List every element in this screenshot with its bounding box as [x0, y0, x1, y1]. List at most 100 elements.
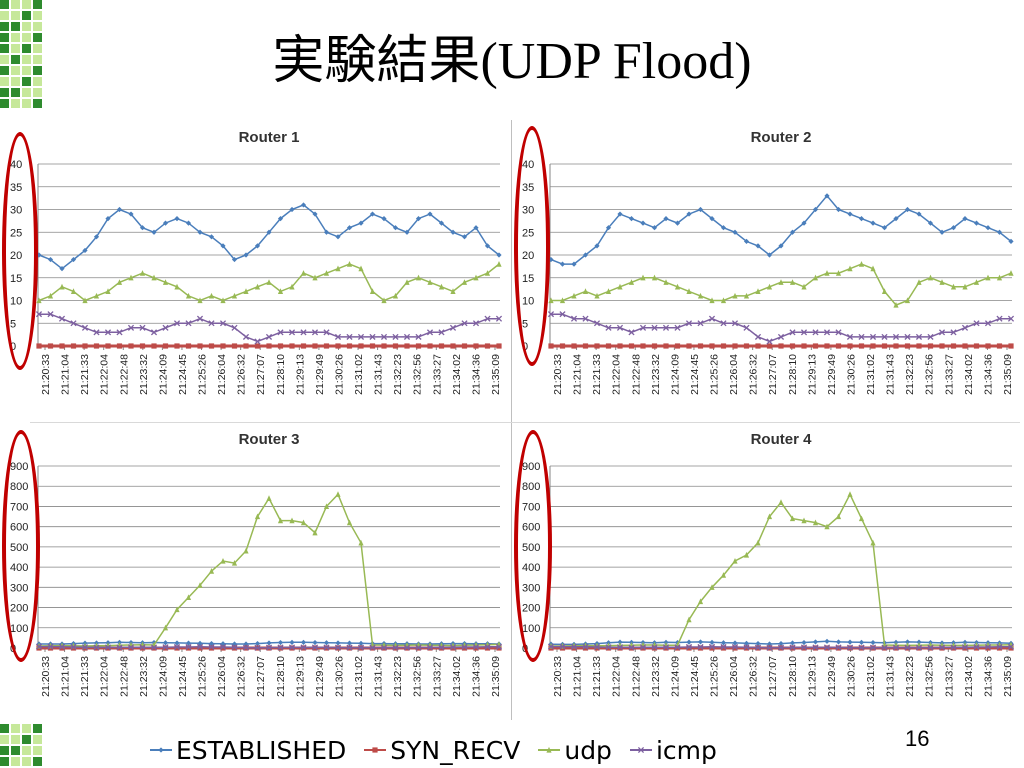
- data-point-udp: [473, 274, 479, 281]
- data-point-icmp: [185, 643, 192, 651]
- data-point-syn_recv: [801, 343, 807, 349]
- x-tick-label: 21:27:07: [767, 354, 779, 395]
- x-tick-label: 21:21:04: [572, 656, 584, 697]
- data-point-icmp: [892, 333, 900, 340]
- data-point-established: [582, 252, 589, 258]
- series-icmp: [547, 643, 1015, 651]
- data-point-syn_recv: [559, 343, 566, 349]
- decorative-square: [22, 11, 31, 20]
- data-point-established: [778, 243, 784, 249]
- data-point-icmp: [47, 311, 54, 318]
- data-point-syn_recv: [461, 343, 468, 349]
- data-point-icmp: [116, 329, 123, 336]
- data-point-syn_recv: [870, 343, 876, 349]
- x-tick-label: 21:22:48: [118, 354, 130, 395]
- data-point-udp: [858, 515, 865, 522]
- data-point-syn_recv: [605, 343, 612, 349]
- x-tick-label: 21:34:36: [982, 354, 994, 395]
- data-point-udp: [358, 265, 364, 272]
- data-point-icmp: [559, 311, 566, 318]
- x-tick-label: 21:31:02: [353, 656, 365, 697]
- data-point-udp: [484, 270, 491, 276]
- data-point-udp: [640, 274, 646, 281]
- data-point-icmp: [800, 644, 808, 651]
- decorative-square: [22, 55, 31, 64]
- data-point-icmp: [139, 324, 146, 331]
- data-point-icmp: [334, 644, 342, 651]
- chart-title: Router 1: [239, 129, 300, 146]
- data-point-syn_recv: [415, 343, 422, 349]
- data-point-established: [404, 229, 410, 235]
- data-point-syn_recv: [254, 343, 261, 349]
- decorative-square: [0, 724, 9, 733]
- data-point-icmp: [461, 320, 468, 327]
- data-point-icmp: [369, 644, 376, 651]
- data-point-udp: [950, 283, 957, 290]
- decorative-square: [33, 88, 42, 97]
- x-tick-label: 21:26:04: [728, 656, 740, 697]
- data-point-established: [766, 252, 773, 258]
- legend-item-udp: udp: [538, 736, 612, 765]
- data-point-icmp: [277, 644, 284, 651]
- data-point-udp: [323, 503, 330, 510]
- data-point-established: [346, 640, 353, 646]
- x-tick-label: 21:34:02: [451, 354, 463, 395]
- data-point-icmp: [674, 644, 681, 651]
- data-point-syn_recv: [709, 343, 715, 349]
- data-point-syn_recv: [231, 343, 238, 349]
- data-point-icmp: [651, 644, 658, 651]
- data-point-icmp: [743, 324, 750, 331]
- data-point-syn_recv: [755, 343, 761, 349]
- decorative-square: [33, 33, 42, 42]
- data-point-udp: [824, 270, 830, 276]
- decorative-square: [33, 0, 42, 9]
- x-tick-label: 21:23:32: [650, 354, 662, 395]
- data-point-icmp: [904, 333, 911, 340]
- decorative-square: [0, 33, 9, 42]
- data-point-icmp: [697, 320, 704, 327]
- data-point-icmp: [685, 643, 693, 651]
- x-tick-label: 21:25:26: [709, 656, 721, 697]
- data-point-icmp: [731, 643, 739, 651]
- data-point-syn_recv: [893, 343, 899, 349]
- data-point-udp: [1008, 270, 1014, 276]
- decorative-square: [22, 77, 31, 86]
- data-point-established: [47, 256, 54, 263]
- decorative-square: [11, 724, 20, 733]
- chart-panel-router-3: Router 3 0 100 200 300 400 500 600 700 800 900 21:2…: [0, 424, 510, 722]
- data-point-udp: [720, 572, 727, 578]
- data-point-syn_recv: [128, 343, 134, 349]
- decorative-square: [33, 66, 42, 75]
- data-point-udp: [709, 584, 715, 590]
- data-point-established: [82, 247, 88, 254]
- data-point-udp: [243, 288, 249, 294]
- x-tick-label: 21:30:26: [845, 656, 857, 697]
- data-point-established: [1008, 238, 1014, 244]
- data-point-icmp: [950, 329, 957, 336]
- data-point-icmp: [720, 643, 727, 651]
- x-tick-label: 21:29:49: [826, 354, 838, 395]
- data-point-established: [438, 220, 445, 226]
- data-point-syn_recv: [208, 645, 215, 651]
- data-point-icmp: [93, 329, 100, 336]
- data-point-established: [651, 225, 658, 231]
- data-point-icmp: [674, 324, 681, 331]
- data-point-icmp: [438, 644, 445, 651]
- data-point-syn_recv: [996, 645, 1003, 651]
- data-point-established: [881, 225, 888, 231]
- data-point-syn_recv: [778, 343, 784, 349]
- data-point-syn_recv: [496, 343, 502, 349]
- data-point-established: [594, 243, 600, 249]
- data-point-established: [231, 256, 238, 263]
- data-point-icmp: [593, 643, 601, 651]
- data-point-icmp: [938, 329, 946, 336]
- decorative-square: [11, 0, 20, 9]
- data-point-syn_recv: [674, 343, 681, 349]
- data-point-syn_recv: [985, 645, 991, 651]
- router-3-chart: Router 3010020030040050060070080090021:2…: [10, 431, 503, 697]
- x-tick-label: 21:24:45: [177, 656, 189, 697]
- data-point-udp: [461, 279, 468, 285]
- x-tick-label: 21:27:07: [767, 656, 779, 697]
- data-point-udp: [496, 261, 502, 267]
- series-udp: [548, 261, 1014, 308]
